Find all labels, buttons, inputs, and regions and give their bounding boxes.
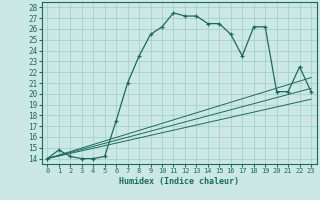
X-axis label: Humidex (Indice chaleur): Humidex (Indice chaleur): [119, 177, 239, 186]
